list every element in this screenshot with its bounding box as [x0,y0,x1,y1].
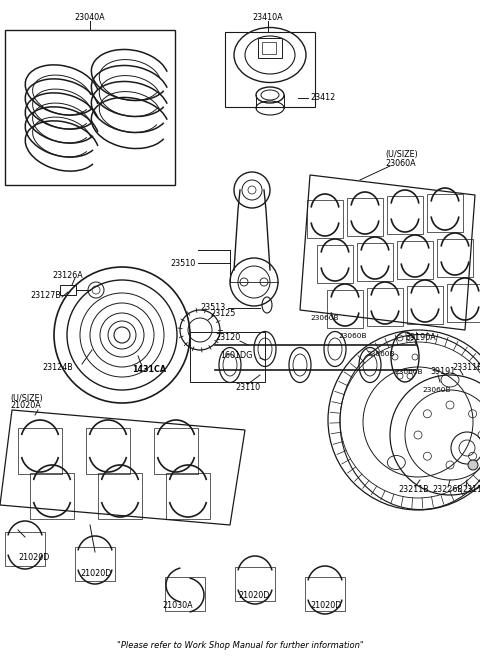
Bar [387,196,423,234]
Text: 21030A: 21030A [162,602,192,611]
Text: 23410A: 23410A [252,14,283,22]
Text: 21020A: 21020A [10,401,41,411]
Text: 1431CA: 1431CA [132,365,166,375]
Text: 23060B: 23060B [310,315,338,321]
Bar [347,198,383,236]
Text: 21020D: 21020D [80,569,111,577]
Bar [98,473,142,519]
Text: 39190A: 39190A [405,333,436,342]
Bar [5,30,175,185]
Bar [427,194,463,232]
Bar [357,243,393,281]
Bar [305,577,345,611]
Bar [75,547,115,581]
Bar [407,286,443,324]
Bar [225,32,315,107]
Text: "Please refer to Work Shop Manual for further information": "Please refer to Work Shop Manual for fu… [117,640,363,649]
Text: (U/SIZE): (U/SIZE) [10,394,43,403]
Text: 23311B: 23311B [452,363,480,371]
Text: 1601DG: 1601DG [220,350,252,359]
Bar [18,428,62,474]
Text: 21020D: 21020D [310,602,341,611]
Text: 23060A: 23060A [385,159,416,167]
Bar [235,567,275,601]
Bar [262,42,276,54]
Bar [447,284,480,322]
Bar [397,241,433,279]
Text: 23120: 23120 [215,333,240,342]
Text: 23060B: 23060B [394,369,422,375]
Text: 23040A: 23040A [75,14,105,22]
Bar [86,428,130,474]
Text: 23226B: 23226B [432,485,463,495]
Bar [5,532,45,566]
Text: 23110: 23110 [235,384,261,392]
Text: 23112: 23112 [462,485,480,495]
Bar [166,473,210,519]
Text: 23211B: 23211B [398,485,429,495]
Bar [60,285,76,295]
Text: 39191: 39191 [430,367,455,377]
Bar [437,239,473,277]
Bar [190,332,265,382]
Bar [327,290,363,328]
Bar [258,38,282,58]
Text: 23513: 23513 [201,304,226,312]
Text: 23125: 23125 [210,308,235,318]
Text: 23060B: 23060B [366,351,395,357]
Text: 23510: 23510 [171,258,196,268]
Bar [307,200,343,238]
Bar [165,577,205,611]
Text: (U/SIZE): (U/SIZE) [385,150,418,159]
Text: 23127B: 23127B [30,291,61,300]
Text: 23060B: 23060B [338,333,367,339]
Bar [317,245,353,283]
Bar [154,428,198,474]
Text: 21020D: 21020D [238,592,269,600]
Bar [367,288,403,326]
Text: 23412: 23412 [310,94,335,102]
Text: 23124B: 23124B [42,363,73,373]
Circle shape [468,460,478,470]
Bar [30,473,74,519]
Text: 21020D: 21020D [18,554,49,562]
Text: 23060B: 23060B [422,387,451,393]
Text: 23126A: 23126A [52,270,83,279]
